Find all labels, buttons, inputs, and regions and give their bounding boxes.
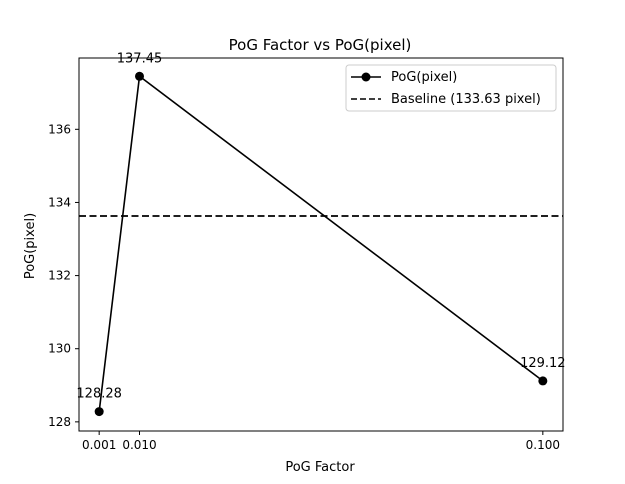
data-point <box>538 376 548 386</box>
plot-marks: 0.001 0.010 0.100 128 130 132 134 136 128.28 137.… <box>48 51 565 452</box>
legend-baseline-label: Baseline (133.63 pixel) <box>391 92 541 107</box>
series-line <box>98 74 544 412</box>
plot-area-frame <box>78 57 564 432</box>
data-label: 128.28 <box>76 387 122 402</box>
y-tick-label: 130 <box>48 342 71 356</box>
chart-title: PoG Factor vs PoG(pixel) <box>229 36 412 54</box>
data-point <box>94 407 104 417</box>
y-axis-label: PoG(pixel) <box>23 213 38 279</box>
legend: PoG(pixel) Baseline (133.63 pixel) <box>345 64 557 112</box>
data-point <box>135 71 144 81</box>
x-axis-label: PoG Factor <box>285 460 355 475</box>
legend-series-marker <box>361 72 371 82</box>
legend-series-label: PoG(pixel) <box>391 70 457 85</box>
y-tick-label: 134 <box>48 195 71 209</box>
x-tick-label: 0.001 <box>82 438 116 452</box>
y-tick-label: 128 <box>48 415 71 429</box>
data-label: 137.45 <box>117 51 163 66</box>
x-tick-label: 0.010 <box>122 438 156 452</box>
x-tick-label: 0.100 <box>526 438 560 452</box>
legend-box <box>345 64 557 112</box>
data-label: 129.12 <box>520 356 566 371</box>
y-tick-label: 136 <box>48 122 71 136</box>
y-tick-label: 132 <box>48 269 71 283</box>
